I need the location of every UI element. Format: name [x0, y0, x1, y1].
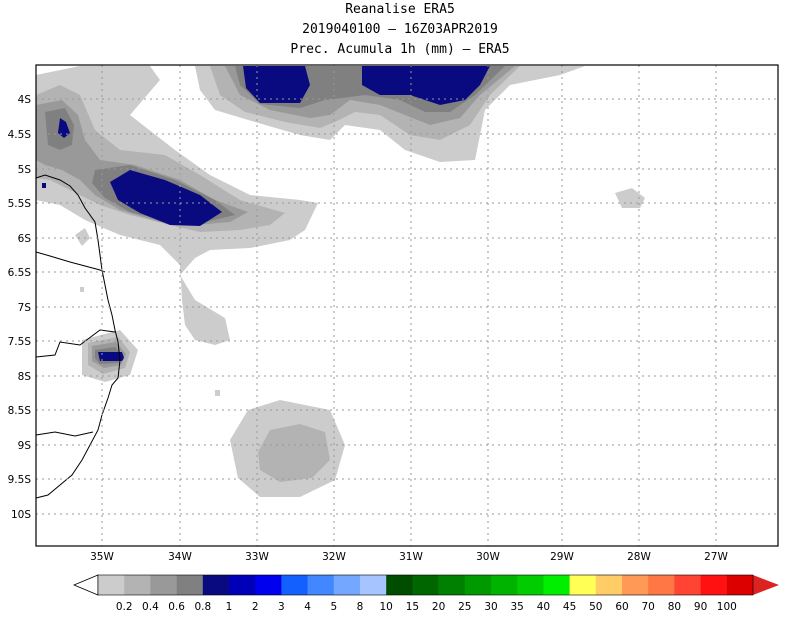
- colorbar-label: 10: [380, 601, 393, 613]
- colorbar-label: 1: [226, 601, 233, 613]
- colorbar-swatch: [150, 575, 177, 595]
- colorbar-label: 40: [537, 601, 550, 613]
- colorbar-swatch: [124, 575, 151, 595]
- lon-label: 33W: [245, 551, 269, 563]
- lon-label: 34W: [168, 551, 192, 563]
- colorbar-label: 25: [458, 601, 471, 613]
- graticule: [36, 65, 778, 546]
- colorbar-swatch: [98, 575, 125, 595]
- lat-label: 8S: [18, 371, 32, 383]
- colorbar-label: 100: [717, 601, 737, 613]
- colorbar-swatch: [360, 575, 387, 595]
- colorbar-swatch: [491, 575, 518, 595]
- plot-time-range: 2019040100 – 16Z03APR2019: [302, 22, 498, 37]
- colorbar-swatch: [517, 575, 544, 595]
- lat-label: 6S: [18, 233, 32, 245]
- lon-label: 29W: [550, 551, 574, 563]
- colorbar-label: 70: [642, 601, 655, 613]
- precip-field: [36, 66, 645, 497]
- colorbar-swatch: [438, 575, 466, 595]
- precip-area: [98, 352, 124, 361]
- colorbar-label: 0.4: [142, 601, 159, 613]
- colorbar-swatch: [281, 575, 308, 595]
- colorbar-label: 3: [278, 601, 285, 613]
- precip-area: [615, 188, 645, 208]
- colorbar-swatch: [674, 575, 701, 595]
- lat-label: 4S: [18, 94, 32, 106]
- colorbar-swatch: [307, 575, 335, 595]
- colorbar-outline: [97, 574, 754, 596]
- colorbar-label: 0.6: [168, 601, 185, 613]
- precip-area: [243, 66, 490, 105]
- lon-label: 30W: [476, 551, 500, 563]
- colorbar-over-arrow: [753, 575, 779, 595]
- colorbar-label: 50: [589, 601, 602, 613]
- colorbar-label: 45: [563, 601, 576, 613]
- colorbar-swatch: [202, 575, 230, 595]
- lon-label: 27W: [704, 551, 728, 563]
- colorbar-swatch: [622, 575, 649, 595]
- colorbar-label: 20: [432, 601, 445, 613]
- colorbar-label: 60: [615, 601, 628, 613]
- colorbar-swatch: [700, 575, 728, 595]
- colorbar-label: 8: [357, 601, 364, 613]
- colorbar-label: 35: [511, 601, 524, 613]
- colorbar: 0.2 0.4 0.6 0.8 1 2 3 4 5 8 10 15 20 25 30 35 40 45 50 60 70…: [72, 574, 779, 613]
- colorbar-swatch: [333, 575, 361, 595]
- colorbar-label: 2: [252, 601, 259, 613]
- lat-label: 9S: [18, 440, 32, 452]
- lat-label: 9.5S: [8, 474, 32, 486]
- plot-title: Reanalise ERA5: [345, 2, 455, 17]
- colorbar-swatch: [569, 575, 597, 595]
- lat-label: 4.5S: [8, 129, 32, 141]
- plot-variable: Prec. Acumula 1h (mm) – ERA5: [290, 42, 510, 57]
- colorbar-swatch: [595, 575, 623, 595]
- colorbar-swatch: [176, 575, 204, 595]
- colorbar-label: 90: [694, 601, 707, 613]
- precip-area: [258, 424, 330, 482]
- colorbar-swatch: [543, 575, 570, 595]
- colorbar-label: 0.2: [116, 601, 133, 613]
- colorbar-swatch: [229, 575, 256, 595]
- lon-label: 28W: [627, 551, 651, 563]
- lon-labels: 35W 34W 33W 32W 31W 30W 29W 28W 27W: [90, 551, 728, 563]
- lat-label: 10S: [11, 509, 31, 521]
- colorbar-swatch: [412, 575, 439, 595]
- map-frame: [35, 64, 779, 547]
- colorbar-swatch: [726, 575, 754, 595]
- precip-area: [42, 118, 222, 226]
- colorbar-under-arrow: [72, 574, 99, 596]
- lon-label: 31W: [399, 551, 423, 563]
- lat-label: 7.5S: [8, 336, 32, 348]
- colorbar-swatch: [255, 575, 282, 595]
- colorbar-label: 80: [668, 601, 681, 613]
- lat-label: 5.5S: [8, 198, 32, 210]
- lat-label: 7S: [18, 302, 32, 314]
- lon-label: 32W: [322, 551, 346, 563]
- lon-label: 35W: [90, 551, 114, 563]
- colorbar-label: 30: [484, 601, 497, 613]
- title-block: Reanalise ERA5 2019040100 – 16Z03APR2019…: [0, 0, 800, 60]
- colorbar-swatch: [386, 575, 413, 595]
- colorbar-label: 5: [330, 601, 337, 613]
- lat-labels: 4S 4.5S 5S 5.5S 6S 6.5S 7S 7.5S 8S 8.5S …: [8, 94, 32, 521]
- colorbar-swatch: [648, 575, 675, 595]
- lat-label: 6.5S: [8, 267, 32, 279]
- lat-label: 5S: [18, 164, 32, 176]
- colorbar-label: 4: [304, 601, 311, 613]
- lat-label: 8.5S: [8, 405, 32, 417]
- colorbar-label: 0.8: [194, 601, 211, 613]
- colorbar-label: 15: [406, 601, 419, 613]
- colorbar-swatch: [464, 575, 492, 595]
